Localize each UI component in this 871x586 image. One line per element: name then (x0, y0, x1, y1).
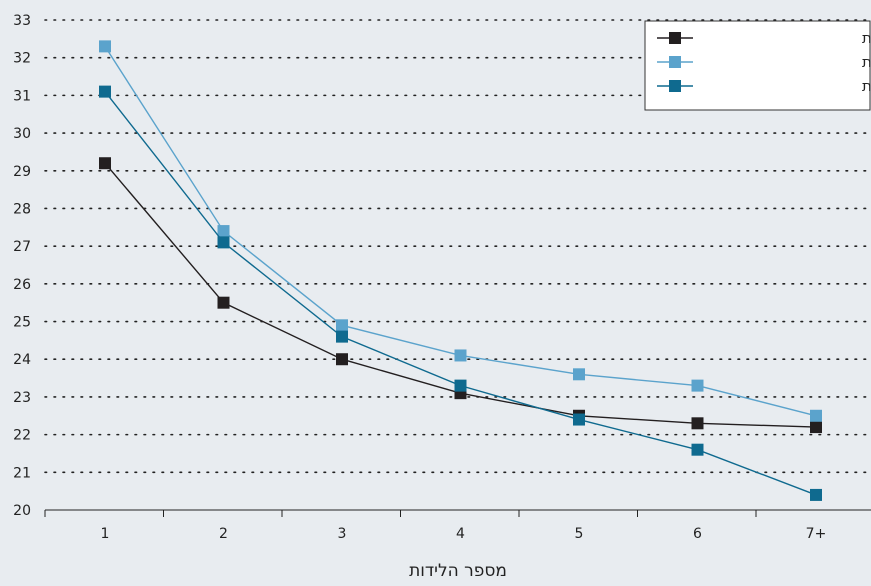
legend-label: ערביות (862, 77, 871, 95)
y-tick-label: 23 (13, 390, 31, 406)
legend-marker (669, 80, 681, 92)
data-point (336, 319, 348, 332)
data-point (810, 409, 822, 422)
x-tick-labels: 1 2 3 4 5 6 7+ (101, 526, 827, 542)
y-tick-label: 30 (13, 126, 31, 142)
legend-marker (669, 32, 681, 44)
data-point (217, 236, 230, 249)
legend: יהודיות לא חרדיות חרדיות ערביות (644, 20, 871, 111)
legend-box (644, 20, 871, 111)
y-tick-labels: 20 21 22 23 24 25 26 27 28 29 30 31 32 33 (13, 13, 31, 519)
data-point (573, 413, 585, 426)
y-tick-label: 25 (13, 315, 31, 331)
y-tick-label: 28 (13, 201, 31, 217)
x-tick-label: 5 (575, 526, 584, 542)
data-point (573, 368, 585, 381)
x-tick-label: 2 (219, 526, 228, 542)
data-point (691, 443, 704, 456)
y-tick-label: 31 (13, 88, 31, 104)
data-point (810, 488, 822, 501)
data-point (810, 421, 822, 434)
series-2 (99, 85, 822, 501)
y-tick-label: 20 (13, 503, 31, 519)
x-tick-label: 4 (456, 526, 465, 542)
x-tick-label: 3 (338, 526, 347, 542)
data-point (99, 157, 111, 170)
data-point (336, 330, 348, 343)
legend-label: יהודיות לא חרדיות (862, 29, 871, 47)
legend-marker (669, 56, 681, 68)
x-tick-label: 6 (693, 526, 702, 542)
data-point (99, 40, 111, 53)
data-point (691, 379, 704, 392)
y-tick-label: 29 (13, 164, 31, 180)
x-tick-label: 7+ (806, 526, 827, 542)
y-tick-label: 21 (13, 465, 31, 481)
legend-label: חרדיות (862, 53, 871, 71)
data-point (454, 349, 467, 362)
data-point (454, 379, 467, 392)
data-point (217, 296, 230, 309)
y-tick-label: 26 (13, 277, 31, 293)
y-tick-label: 24 (13, 352, 31, 368)
series-0 (99, 157, 822, 434)
x-axis-label: מספר הלידות (409, 561, 507, 581)
x-tick-label: 1 (101, 526, 110, 542)
y-tick-label: 27 (13, 239, 31, 255)
data-point (336, 353, 348, 366)
series-group (99, 40, 822, 501)
data-point (217, 225, 230, 238)
data-point (99, 85, 111, 98)
y-tick-label: 22 (13, 428, 31, 444)
y-tick-label: 33 (13, 13, 31, 29)
data-point (691, 417, 704, 430)
y-tick-label: 32 (13, 51, 31, 67)
series-1 (99, 40, 822, 422)
axes (44, 509, 871, 517)
